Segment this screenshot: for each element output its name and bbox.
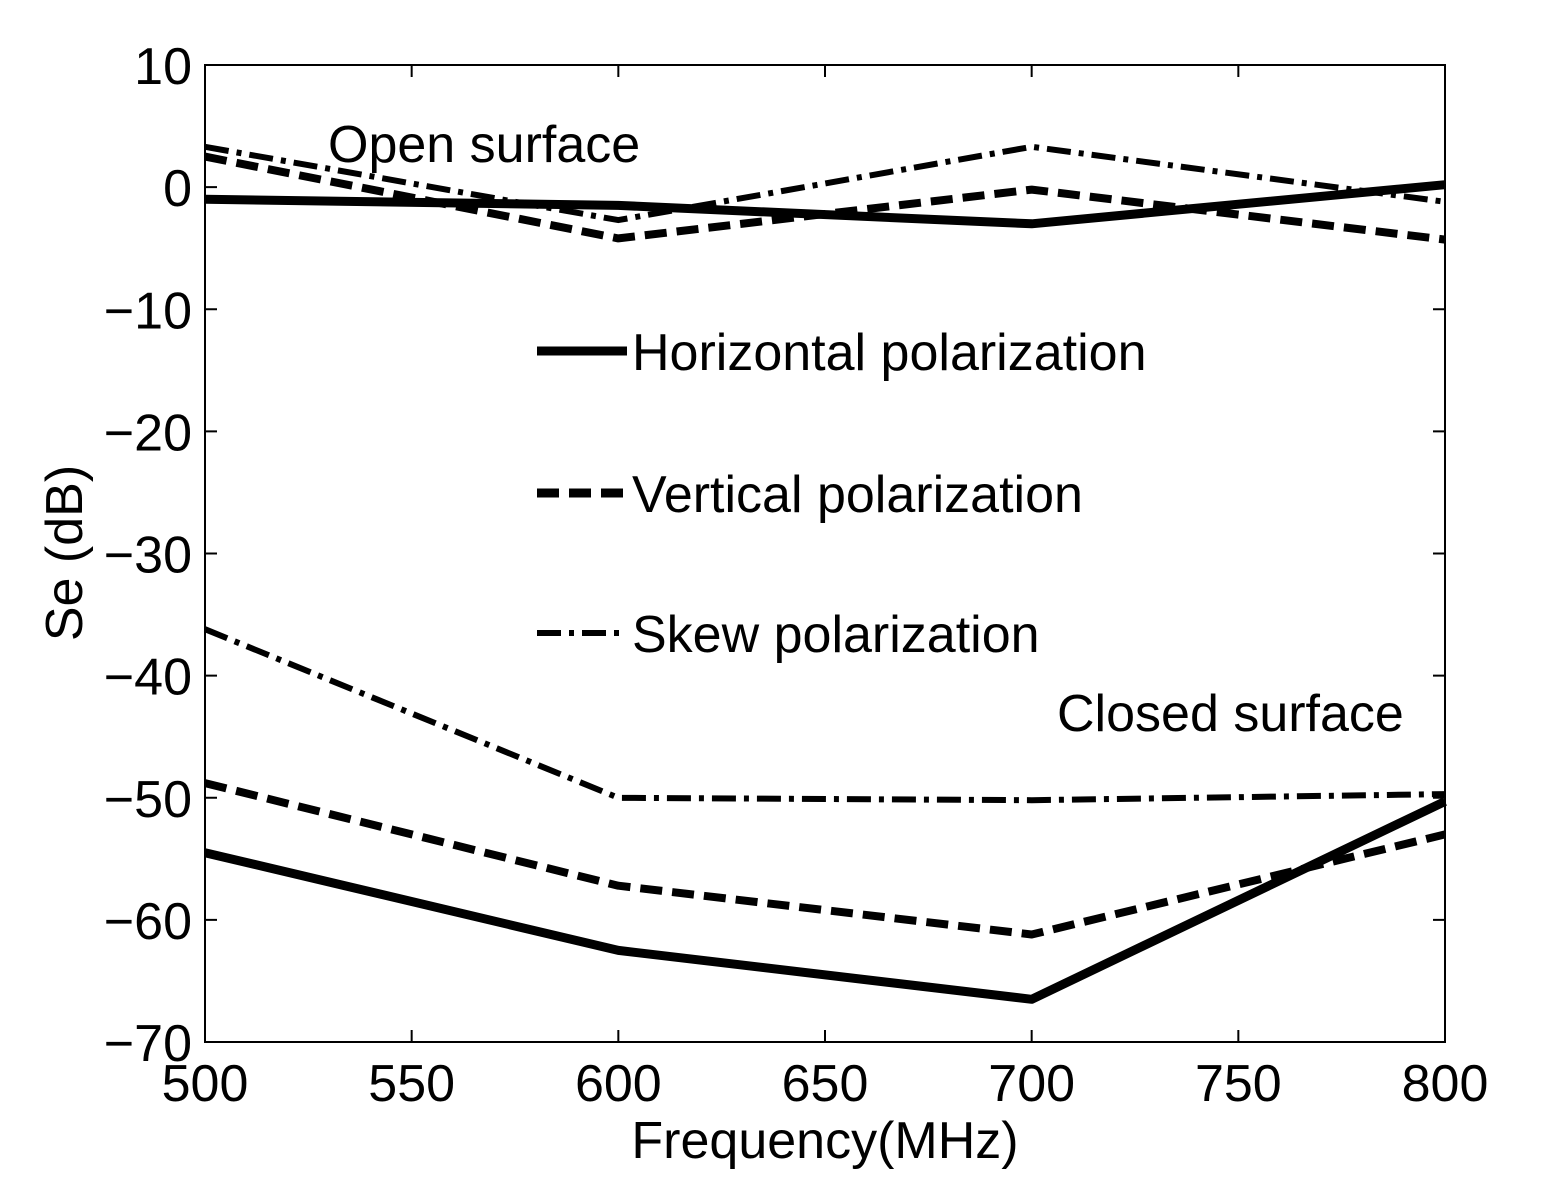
y-tick-label: −70 (104, 1015, 192, 1073)
y-tick-label: −30 (104, 527, 192, 585)
x-tick-label: 750 (1195, 1055, 1282, 1113)
annotation-open-surface: Open surface (328, 116, 640, 174)
x-tick-label: 800 (1402, 1055, 1489, 1113)
series-line-open-dashdot (204, 143, 1446, 224)
annotation-closed-surface: Closed surface (1057, 685, 1404, 743)
legend-label-vertical: Vertical polarization (632, 466, 1083, 524)
y-tick-label: −50 (104, 771, 192, 829)
tick-layer: 500 550 600 650 700 750 800 10 0 −10 −20 −30 −40 −50 −… (104, 38, 1489, 1113)
y-tick-label: −20 (104, 404, 192, 462)
y-tick-label: 10 (134, 38, 192, 96)
x-tick-label: 650 (782, 1055, 869, 1113)
legend: Horizontal polarization Vertical polariz… (537, 324, 1147, 664)
series-line-closed-dashed (204, 779, 1446, 939)
y-tick-label: −40 (104, 649, 192, 707)
y-tick-label: −60 (104, 893, 192, 951)
series-line-closed-solid (203, 797, 1447, 1004)
y-tick-label: 0 (163, 160, 192, 218)
series-layer (203, 143, 1447, 1004)
y-axis-label: Se (dB) (36, 465, 94, 641)
x-tick-label: 600 (575, 1055, 662, 1113)
x-tick-label: 700 (988, 1055, 1075, 1113)
legend-label-horizontal: Horizontal polarization (632, 324, 1147, 382)
series-line-closed-dashdot (203, 626, 1446, 804)
legend-label-skew: Skew polarization (632, 606, 1040, 664)
x-tick-label: 550 (368, 1055, 455, 1113)
series-line-open-dashed (204, 152, 1446, 244)
x-tick-label: 500 (162, 1055, 249, 1113)
x-axis-label: Frequency(MHz) (631, 1112, 1018, 1170)
y-tick-label: −10 (104, 282, 192, 340)
